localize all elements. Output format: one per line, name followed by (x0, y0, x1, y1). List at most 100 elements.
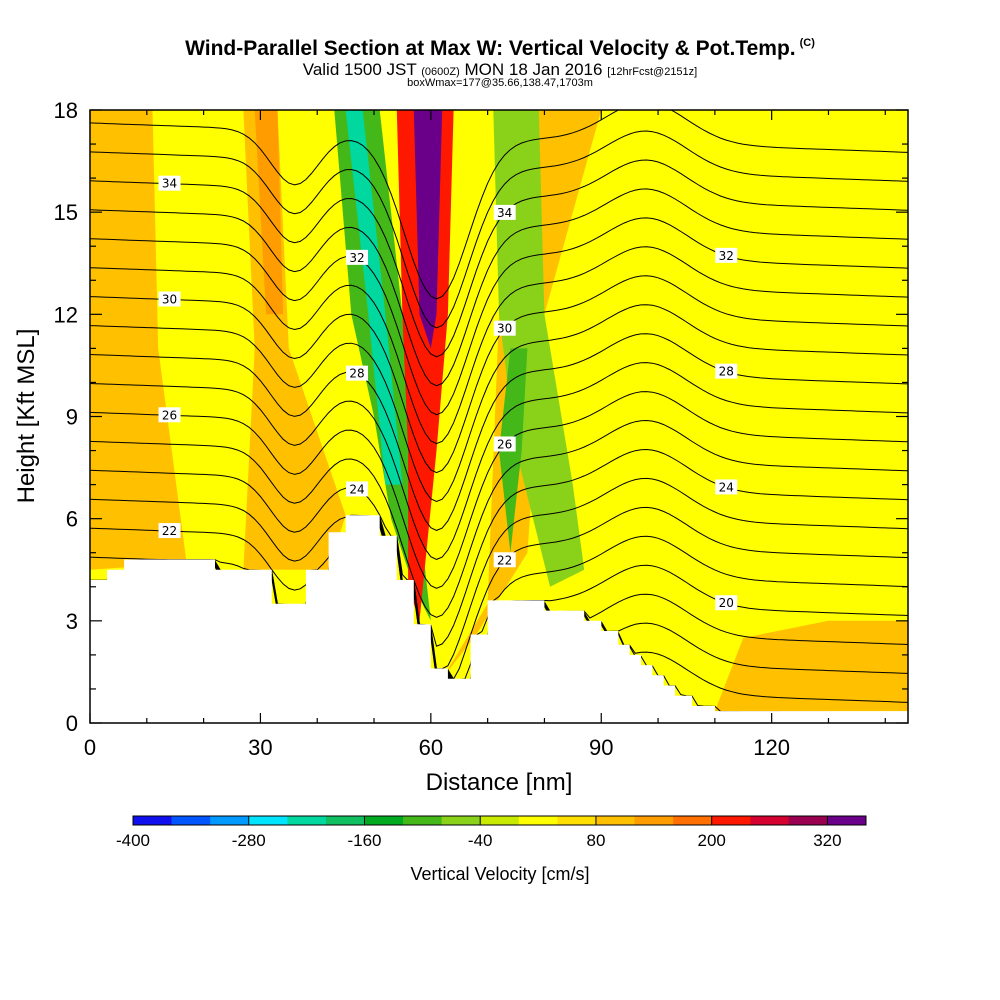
y-tick-label: 18 (54, 98, 78, 123)
y-tick-label: 6 (66, 507, 78, 532)
theta-contour (90, 110, 908, 300)
colorbar-swatch (673, 816, 712, 825)
theta-contour (90, 362, 908, 560)
contour-label-bg (493, 552, 516, 568)
colorbar-label: -160 (347, 831, 381, 850)
theta-contour (90, 217, 908, 416)
axes: 0 30 60 90 120 0 3 6 9 12 15 18 (54, 98, 908, 760)
colorbar-swatch (133, 816, 172, 825)
theta-contour (90, 448, 908, 647)
w-region (413, 110, 443, 349)
theta-contour (90, 246, 908, 445)
colorbar-swatch (403, 816, 442, 825)
contour-label: 26 (497, 437, 512, 451)
y-tick-label: 9 (66, 405, 78, 430)
contour-label-bg (158, 523, 181, 539)
colorbar-swatch (441, 816, 481, 825)
subtitle-fcst: [12hrFcst@2151z] (607, 66, 698, 78)
contour-label: 32 (719, 249, 734, 263)
contour-label: 24 (349, 482, 364, 496)
contour-label-bg (715, 479, 738, 495)
contour-label: 34 (497, 206, 512, 220)
title-mark: (C) (799, 37, 815, 49)
colorbar-swatch (827, 816, 867, 825)
colorbar-label: -40 (468, 831, 493, 850)
w-region (396, 110, 454, 621)
chart-subtitle: Valid 1500 JST (0600Z) MON 18 Jan 2016 [… (302, 60, 698, 79)
w-region (493, 110, 585, 587)
colorbar-swatch (518, 816, 558, 825)
contour-label: 30 (162, 292, 177, 306)
x-tick-label: 60 (419, 735, 443, 760)
contour-label-bg (158, 291, 181, 307)
theta-contour (90, 506, 908, 680)
chart-subtitle-2: boxWmax=177@35.66,138.47,1703m (407, 77, 593, 89)
contour-label: 34 (162, 177, 177, 191)
contour-label: 20 (719, 596, 734, 610)
x-axis-label: Distance [nm] (426, 769, 573, 796)
contour-label: 32 (349, 251, 364, 265)
colorbar-swatch (171, 816, 211, 825)
colorbar-label: -400 (116, 831, 150, 850)
contour-label: 26 (162, 408, 177, 422)
contour-label-bg (493, 204, 516, 220)
x-tick-label: 90 (589, 735, 613, 760)
colorbar-swatch (595, 816, 635, 825)
contour-label: 22 (497, 553, 512, 567)
theta-contour (90, 419, 908, 618)
colorbar: -400 -280 -160 -40 80 200 320 (116, 815, 867, 850)
y-tick-label: 12 (54, 302, 78, 327)
colorbar-swatch (711, 816, 751, 825)
theta-contour (90, 188, 908, 387)
w-region (345, 110, 403, 485)
contour-label: 30 (497, 322, 512, 336)
chart-title: Wind-Parallel Section at Max W: Vertical… (185, 37, 815, 60)
contour-label: 28 (349, 367, 364, 381)
w-region (254, 110, 284, 315)
contour-label-bg (715, 247, 738, 263)
colorbar-swatch (325, 816, 365, 825)
contour-label-bg (158, 407, 181, 423)
y-axis-label: Height [Kft MSL] (13, 329, 40, 504)
theta-contour (90, 391, 908, 589)
contour-label-bg (715, 595, 738, 611)
colorbar-swatch (480, 816, 520, 825)
colorbar-swatch (557, 816, 597, 825)
colorbar-label: -280 (232, 831, 266, 850)
contour-label: 24 (719, 480, 734, 494)
theta-contour (90, 304, 908, 503)
contour-label-bg (345, 481, 368, 497)
colorbar-swatch (634, 816, 674, 825)
contour-label: 28 (719, 365, 734, 379)
x-tick-label: 0 (84, 735, 96, 760)
y-tick-label: 15 (54, 200, 78, 225)
contour-labels: 20 22 22 24 24 26 26 28 28 30 30 32 32 34 34 (158, 175, 738, 611)
colorbar-swatch (364, 816, 404, 825)
theta-contour (90, 477, 908, 670)
theta-contour (90, 159, 908, 358)
contour-label: 22 (162, 524, 177, 538)
subtitle-utc: (0600Z) (421, 66, 460, 78)
colorbar-label: 80 (586, 831, 605, 850)
y-tick-label: 0 (66, 711, 78, 736)
x-tick-label: 120 (753, 735, 790, 760)
colorbar-label: 320 (813, 831, 841, 850)
contour-label-bg (345, 249, 368, 265)
terrain (90, 515, 908, 723)
contour-label-bg (158, 175, 181, 191)
y-tick-label: 3 (66, 609, 78, 634)
colorbar-label: 200 (697, 831, 725, 850)
contour-label-bg (715, 363, 738, 379)
theta-contour (90, 130, 908, 329)
contour-label-bg (493, 436, 516, 452)
colorbar-swatch (788, 816, 828, 825)
contour-label-bg (493, 320, 516, 336)
theta-contour (90, 333, 908, 531)
colorbar-swatch (750, 816, 790, 825)
theta-contour (90, 517, 908, 681)
colorbar-swatch (287, 816, 327, 825)
w-region (90, 110, 187, 570)
colorbar-title: Vertical Velocity [cm/s] (410, 864, 589, 884)
